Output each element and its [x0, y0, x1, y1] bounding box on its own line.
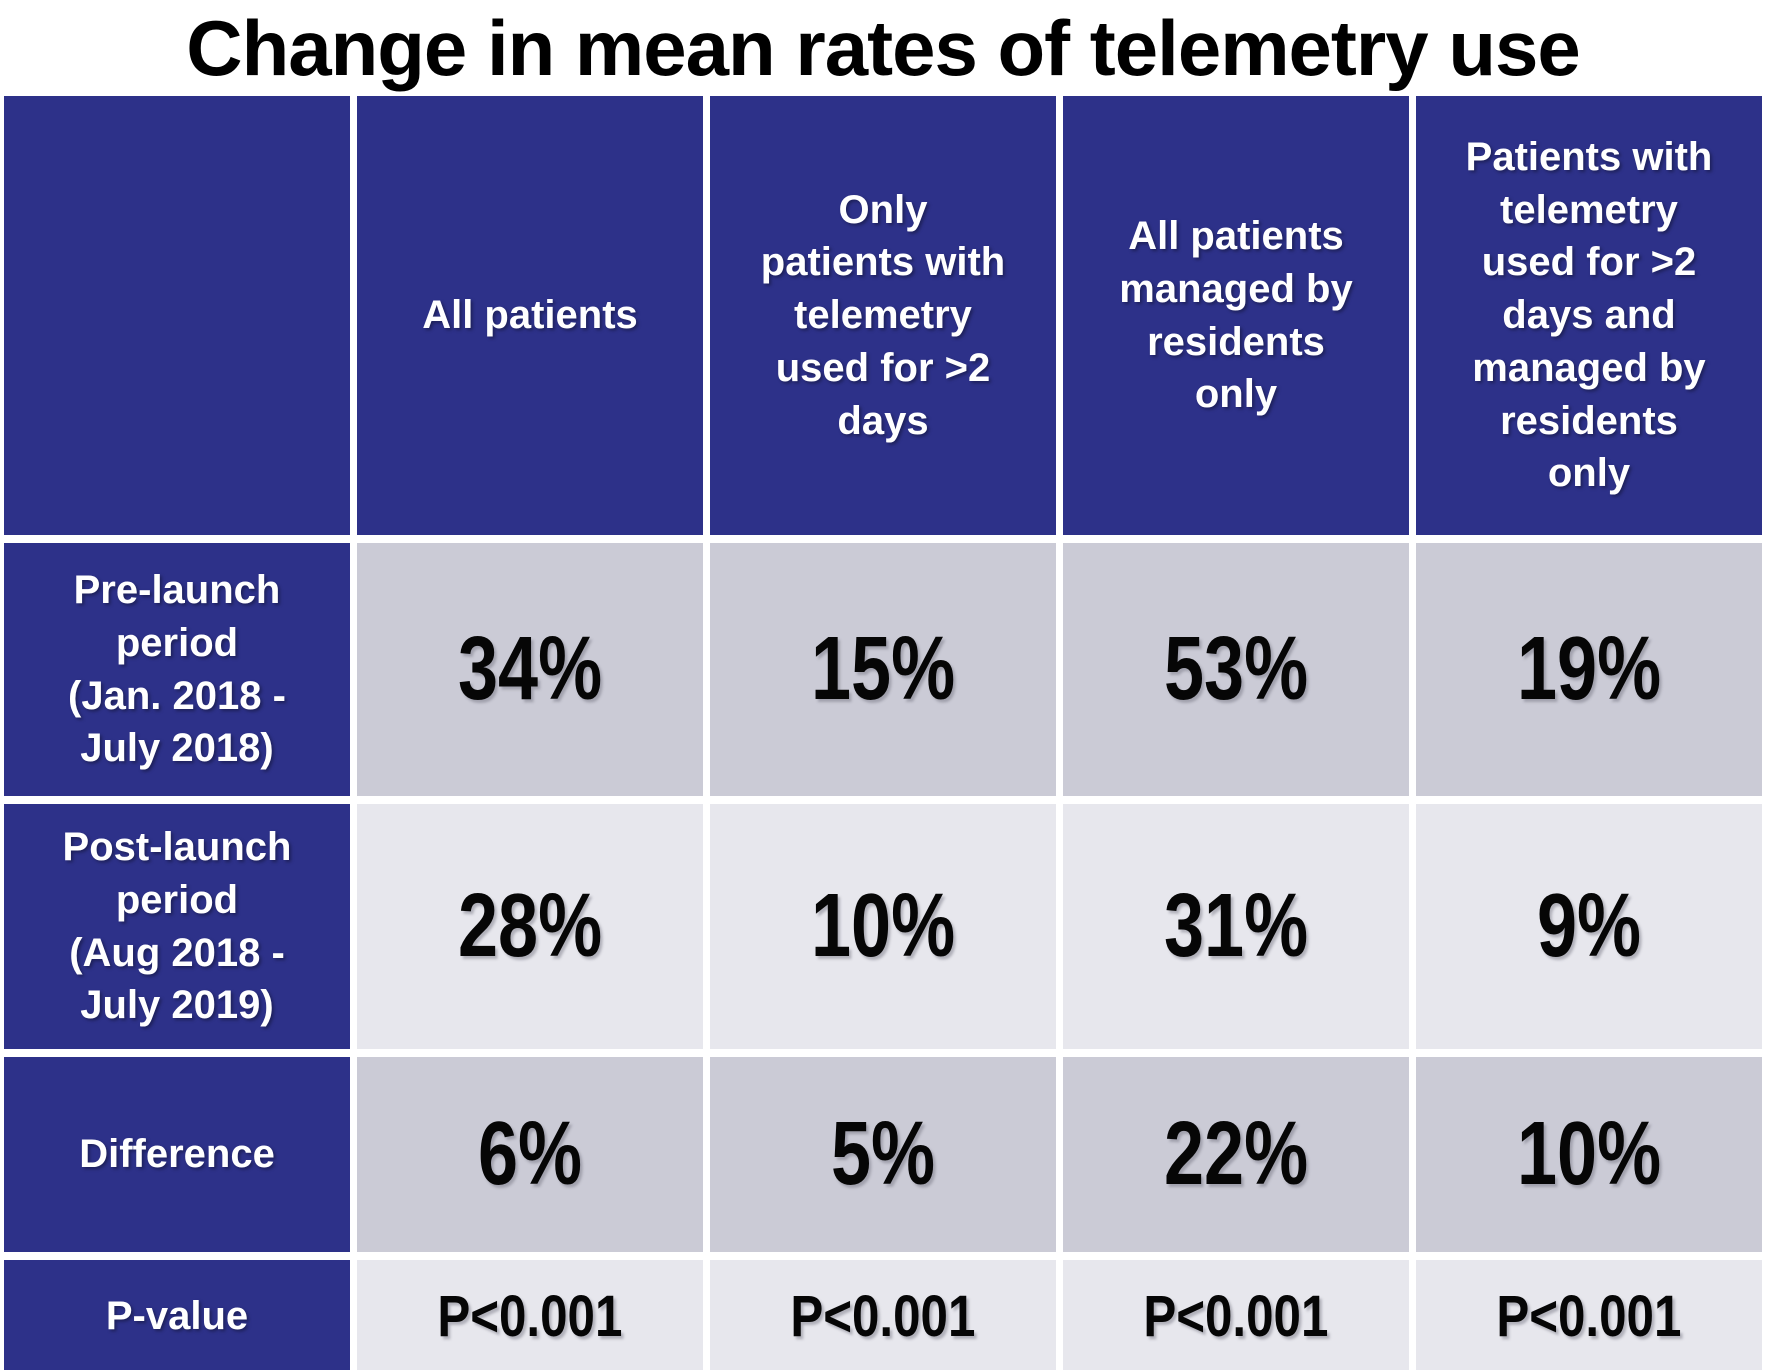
- value-post-telemetry: 10%: [810, 876, 956, 976]
- value-cell: 10%: [1416, 1057, 1762, 1252]
- value-cell: 28%: [357, 804, 703, 1049]
- value-cell: 22%: [1063, 1057, 1409, 1252]
- value-cell: 53%: [1063, 543, 1409, 796]
- pvalue-residents: P<0.001: [1143, 1283, 1329, 1349]
- telemetry-table: All patients Only patients with telemetr…: [4, 96, 1762, 1370]
- value-cell: P<0.001: [1063, 1260, 1409, 1370]
- corner-cell: [4, 96, 350, 535]
- row-label-difference: Difference: [4, 1057, 350, 1252]
- pvalue-telemetry: P<0.001: [790, 1283, 976, 1349]
- value-cell: P<0.001: [710, 1260, 1056, 1370]
- value-cell: 10%: [710, 804, 1056, 1049]
- row-label-post-launch: Post-launch period (Aug 2018 - July 2019…: [4, 804, 350, 1049]
- value-pre-residents: 53%: [1163, 619, 1309, 719]
- value-cell: 9%: [1416, 804, 1762, 1049]
- slide-title: Change in mean rates of telemetry use: [186, 3, 1580, 92]
- value-cell: 31%: [1063, 804, 1409, 1049]
- pvalue-telemetry-residents: P<0.001: [1496, 1283, 1682, 1349]
- value-cell: 15%: [710, 543, 1056, 796]
- row-label-p-value: P-value: [4, 1260, 350, 1370]
- value-cell: 6%: [357, 1057, 703, 1252]
- column-header-telemetry-gt2-days: Only patients with telemetry used for >2…: [710, 96, 1056, 535]
- value-pre-all: 34%: [457, 619, 603, 719]
- value-cell: 5%: [710, 1057, 1056, 1252]
- value-cell: P<0.001: [357, 1260, 703, 1370]
- value-post-telemetry-residents: 9%: [1536, 876, 1642, 976]
- pvalue-all: P<0.001: [437, 1283, 623, 1349]
- value-diff-telemetry-residents: 10%: [1516, 1104, 1662, 1204]
- column-header-telemetry-and-residents: Patients with telemetry used for >2 days…: [1416, 96, 1762, 535]
- row-label-pre-launch: Pre-launch period (Jan. 2018 - July 2018…: [4, 543, 350, 796]
- value-diff-telemetry: 5%: [830, 1104, 936, 1204]
- value-cell: 19%: [1416, 543, 1762, 796]
- value-cell: 34%: [357, 543, 703, 796]
- column-header-all-patients: All patients: [357, 96, 703, 535]
- value-pre-telemetry: 15%: [810, 619, 956, 719]
- value-cell: P<0.001: [1416, 1260, 1762, 1370]
- value-diff-all: 6%: [477, 1104, 583, 1204]
- value-post-all: 28%: [457, 876, 603, 976]
- value-diff-residents: 22%: [1163, 1104, 1309, 1204]
- value-pre-telemetry-residents: 19%: [1516, 619, 1662, 719]
- column-header-residents-only: All patients managed by residents only: [1063, 96, 1409, 535]
- value-post-residents: 31%: [1163, 876, 1309, 976]
